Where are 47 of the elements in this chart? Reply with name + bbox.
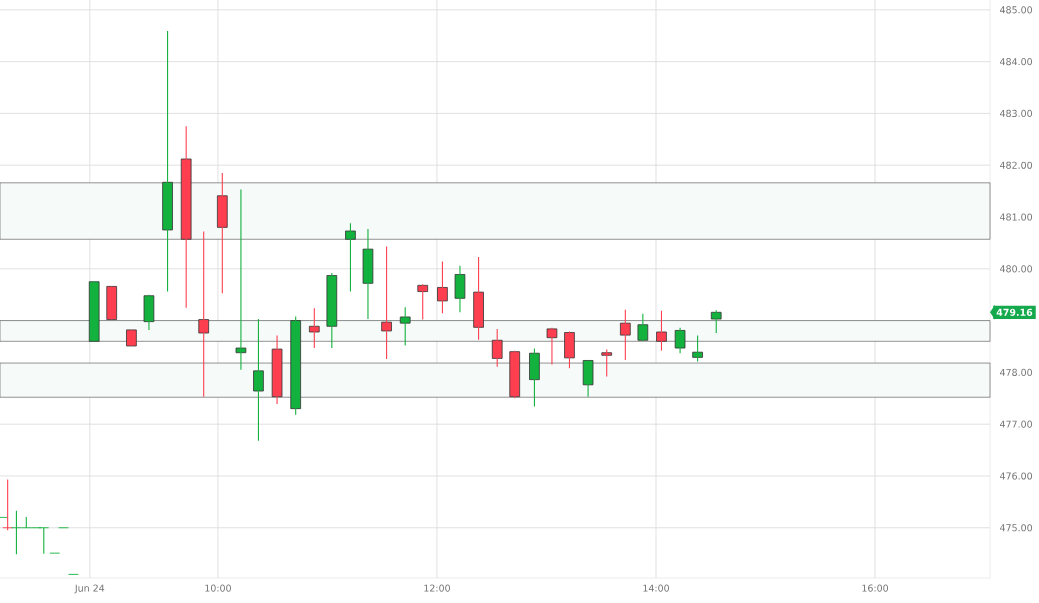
- candlestick: [399, 306, 411, 346]
- y-tick-label: 481.00: [1000, 213, 1033, 221]
- y-tick-label: 477.00: [1000, 420, 1033, 428]
- y-tick-label: 482.00: [1000, 161, 1033, 169]
- candlestick: [253, 318, 264, 442]
- candlestick: [143, 294, 155, 331]
- y-tick-label: 483.00: [1000, 109, 1033, 118]
- y-tick-label: 476.00: [1000, 472, 1033, 480]
- candlestick: [509, 350, 521, 399]
- text: 479.16: [996, 308, 1033, 316]
- candlestick: [271, 335, 283, 405]
- candlestick: [106, 285, 118, 321]
- candlestick: [290, 315, 302, 416]
- candlestick: [601, 349, 613, 378]
- candlestick: [308, 307, 320, 349]
- x-tick-label: 14:00: [643, 584, 669, 592]
- candlestick: [473, 256, 484, 341]
- candlestick: [88, 280, 100, 342]
- y-tick-label: 478.00: [1000, 368, 1033, 376]
- candlestick: [326, 272, 338, 349]
- candlestick: [564, 330, 575, 369]
- y-tick-label: 475.00: [1000, 524, 1033, 532]
- candlestick: [529, 348, 540, 408]
- candlestick: [235, 189, 247, 371]
- x-tick-label: 16:00: [862, 584, 889, 592]
- candlestick: [162, 30, 173, 293]
- x-tick-label: 10:00: [205, 584, 231, 592]
- candlestick: [546, 327, 558, 366]
- candlestick: [454, 265, 466, 313]
- candlestick: [216, 172, 228, 294]
- candlestick: [381, 245, 392, 360]
- x-tick-label: 12:00: [424, 584, 450, 592]
- candlestick: [180, 125, 192, 309]
- candlestick: [692, 335, 703, 363]
- y-tick-label: 480.00: [1000, 265, 1033, 273]
- x-tick-label: Jun 24: [74, 584, 105, 594]
- candlestick: [491, 328, 503, 368]
- y-tick-label: 484.00: [1000, 58, 1033, 66]
- candlestick: [620, 309, 631, 361]
- candlestick: [710, 309, 722, 334]
- candlestick: [198, 230, 210, 398]
- candlestick: [656, 310, 667, 352]
- candlestick: [362, 228, 374, 320]
- candlestick: [417, 283, 429, 321]
- y-tick-label: 485.00: [1000, 6, 1033, 14]
- candlestick: [437, 261, 448, 314]
- candlestick: [345, 222, 356, 293]
